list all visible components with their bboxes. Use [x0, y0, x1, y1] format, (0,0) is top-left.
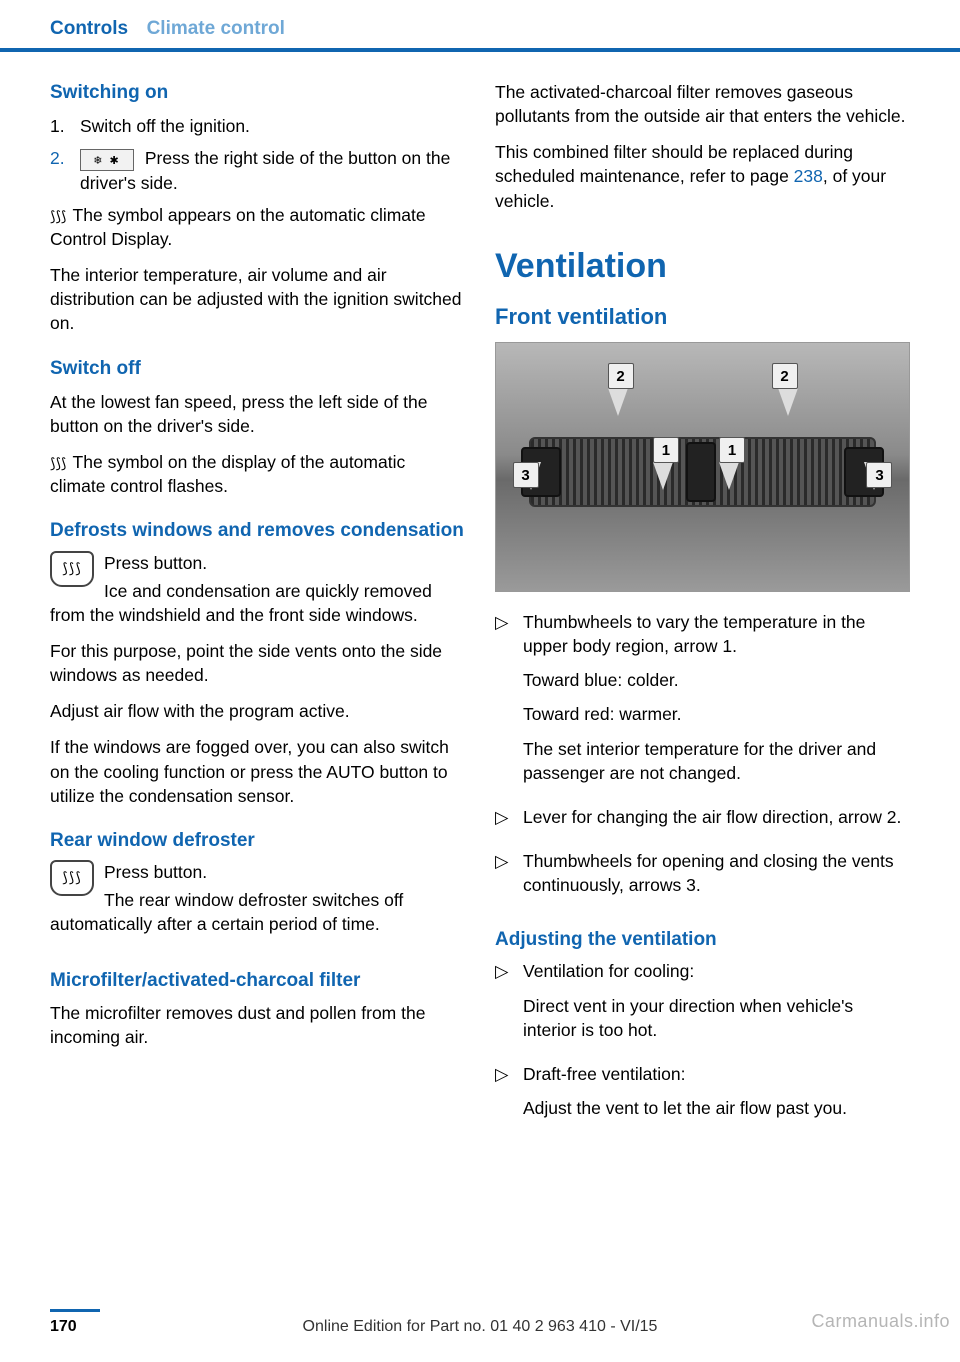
micro-p: The microfilter removes dust and pollen … — [50, 1001, 465, 1049]
bullet-icon: ▷ — [495, 959, 523, 1051]
rear-defrost-icon: ⟆⟆⟆ — [50, 860, 94, 896]
b1b: Toward blue: colder. — [523, 668, 910, 692]
arrow-1-left — [653, 462, 673, 490]
arrow-2-right — [778, 388, 798, 416]
bullet-icon: ▷ — [495, 1062, 523, 1130]
step-1-num: 1. — [50, 114, 80, 138]
interior-text: The interior temperature, air volume and… — [50, 263, 465, 335]
header-climate: Climate control — [147, 18, 285, 39]
bullet-icon: ▷ — [495, 805, 523, 839]
label-1-right: 1 — [719, 437, 745, 463]
list-item: ▷ Thumbwheels to vary the temperature in… — [495, 610, 910, 795]
b1c: Toward red: warmer. — [523, 702, 910, 726]
step-2: 2. ❄ ✱ Press the right side of the butto… — [50, 146, 465, 195]
page-number: 170 — [50, 1309, 100, 1336]
adj1b: Direct vent in your direction when vehic… — [523, 994, 910, 1042]
defrost-p4: If the windows are fogged over, you can … — [50, 735, 465, 807]
arrow-2-left — [608, 388, 628, 416]
list-item: ▷ Ventilation for cooling: Direct vent i… — [495, 959, 910, 1051]
rear-press: Press button. — [50, 860, 465, 884]
front-vent-list: ▷ Thumbwheels to vary the temperature in… — [495, 610, 910, 907]
defrost-block: ⟆⟆⟆ Press button. Ice and condensation a… — [50, 551, 465, 639]
label-2-left: 2 — [608, 363, 634, 389]
rear-p: The rear window defroster switches off a… — [50, 888, 465, 936]
heading-switch-off: Switch off — [50, 356, 465, 382]
bullet-icon: ▷ — [495, 849, 523, 907]
b1a: Thumbwheels to vary the temperature in t… — [523, 610, 910, 658]
adjust-list: ▷ Ventilation for cooling: Direct vent i… — [495, 959, 910, 1130]
heading-adjusting: Adjusting the ventilation — [495, 927, 910, 953]
b3: Thumbwheels for opening and closing the … — [523, 849, 910, 897]
switch-off-p2: ⟆⟆⟆ The symbol on the display of the aut… — [50, 450, 465, 498]
vent-knob-center — [686, 442, 716, 502]
switch-off-p2-text: The symbol on the display of the automat… — [50, 452, 405, 496]
ventilation-image: 2 2 1 1 3 3 — [495, 342, 910, 592]
list-item: ▷ Draft-free ventilation: Adjust the ven… — [495, 1062, 910, 1130]
bullet-body: Lever for changing the air flow directio… — [523, 805, 901, 839]
heading-rear-defroster: Rear window defroster — [50, 828, 465, 854]
bullet-body: Ventilation for cooling: Direct vent in … — [523, 959, 910, 1051]
page-header: Controls Climate control — [0, 0, 960, 52]
label-1-left: 1 — [653, 437, 679, 463]
adj2a: Draft-free ventilation: — [523, 1062, 847, 1086]
b2: Lever for changing the air flow directio… — [523, 805, 901, 829]
heading-microfilter: Microfilter/activated-charcoal filter — [50, 968, 465, 994]
fan-button-icon: ❄ ✱ — [80, 149, 134, 171]
step-1-text: Switch off the ignition. — [80, 114, 250, 138]
symbol-text: The symbol appears on the automatic cli­… — [50, 205, 426, 249]
content-columns: Switching on 1. Switch off the ignition.… — [0, 52, 960, 1140]
defrost-ice: Ice and condensation are quickly re­move… — [50, 579, 465, 627]
charcoal-p1: The activated-charcoal filter removes ga… — [495, 80, 910, 128]
left-column: Switching on 1. Switch off the ignition.… — [50, 80, 465, 1140]
rear-defrost-block: ⟆⟆⟆ Press button. The rear window defros… — [50, 860, 465, 948]
label-3-right: 3 — [866, 462, 892, 488]
arrow-1-right — [719, 462, 739, 490]
step-2-num: 2. — [50, 146, 80, 195]
heading-switching-on: Switching on — [50, 80, 465, 106]
adj1a: Ventilation for cooling: — [523, 959, 910, 983]
bullet-body: Thumbwheels to vary the temperature in t… — [523, 610, 910, 795]
header-controls: Controls — [50, 18, 128, 39]
defrost-p2: For this purpose, point the side vents o… — [50, 639, 465, 687]
heading-defrost: Defrosts windows and removes condensatio… — [50, 518, 465, 544]
front-defrost-icon: ⟆⟆⟆ — [50, 551, 94, 587]
fan-symbol-icon: ⟆⟆⟆ — [50, 207, 68, 226]
heading-ventilation: Ventilation — [495, 243, 910, 290]
list-item: ▷ Lever for changing the air flow direct… — [495, 805, 910, 839]
edition-text: Online Edition for Part no. 01 40 2 963 … — [50, 1318, 910, 1336]
bullet-body: Thumbwheels for opening and closing the … — [523, 849, 910, 907]
step-2-body: ❄ ✱ Press the right side of the button o… — [80, 146, 465, 195]
heading-front-ventilation: Front ventilation — [495, 302, 910, 332]
symbol-line: ⟆⟆⟆ The symbol appears on the automatic … — [50, 203, 465, 251]
adj2b: Adjust the vent to let the air flow past… — [523, 1096, 847, 1120]
b1d: The set interior temperature for the dri… — [523, 737, 910, 785]
watermark: Carmanuals.info — [811, 1311, 950, 1332]
defrost-p3: Adjust air flow with the program active. — [50, 699, 465, 723]
step-2-text: Press the right side of the button on th… — [80, 148, 450, 192]
bullet-body: Draft-free ventilation: Adjust the vent … — [523, 1062, 847, 1130]
fan-symbol-icon-2: ⟆⟆⟆ — [50, 454, 68, 473]
switch-off-p1: At the lowest fan speed, press the left … — [50, 390, 465, 438]
right-column: The activated-charcoal filter removes ga… — [495, 80, 910, 1140]
label-3-left: 3 — [513, 462, 539, 488]
label-2-right: 2 — [772, 363, 798, 389]
list-item: ▷ Thumbwheels for opening and closing th… — [495, 849, 910, 907]
charcoal-p2: This combined filter should be replaced … — [495, 140, 910, 212]
page-link-238[interactable]: 238 — [794, 166, 823, 186]
bullet-icon: ▷ — [495, 610, 523, 795]
defrost-press: Press button. — [50, 551, 465, 575]
step-1: 1. Switch off the ignition. — [50, 114, 465, 138]
